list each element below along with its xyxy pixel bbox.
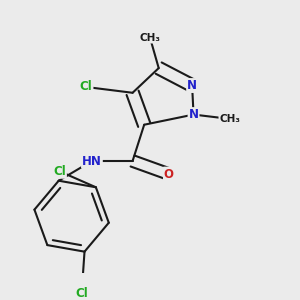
Text: Cl: Cl [75,287,88,300]
Text: O: O [164,168,174,181]
Text: N: N [187,79,197,92]
Text: CH₃: CH₃ [140,33,160,43]
Text: N: N [189,108,199,121]
Text: HN: HN [82,154,102,167]
Text: Cl: Cl [53,165,66,178]
Text: Cl: Cl [80,80,92,94]
Text: CH₃: CH₃ [219,114,240,124]
